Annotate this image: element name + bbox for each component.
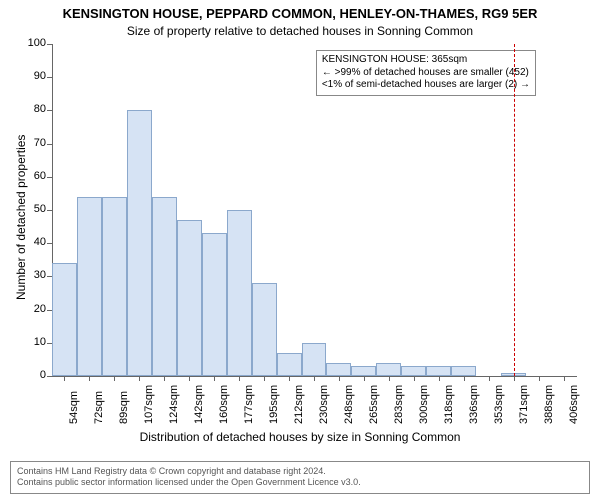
x-tick-label: 248sqm: [343, 385, 355, 424]
x-tick-label: 107sqm: [143, 385, 155, 424]
y-tick-label: 20: [16, 303, 46, 315]
x-tick-label: 230sqm: [318, 385, 330, 424]
histogram-bar: [77, 197, 102, 376]
histogram-bar: [326, 363, 351, 376]
y-tick-mark: [47, 110, 52, 111]
x-tick-mark: [189, 376, 190, 381]
y-tick-mark: [47, 210, 52, 211]
x-tick-mark: [239, 376, 240, 381]
x-tick-label: 318sqm: [443, 385, 455, 424]
annotation-line: <1% of semi-detached houses are larger (…: [322, 79, 530, 92]
x-tick-mark: [364, 376, 365, 381]
histogram-bar: [252, 283, 277, 376]
y-tick-label: 30: [16, 269, 46, 281]
histogram-bar: [127, 110, 152, 376]
x-tick-label: 283sqm: [393, 385, 405, 424]
x-tick-mark: [564, 376, 565, 381]
x-tick-label: 336sqm: [468, 385, 480, 424]
y-tick-label: 0: [16, 369, 46, 381]
x-tick-label: 177sqm: [243, 385, 255, 424]
y-tick-label: 90: [16, 70, 46, 82]
histogram-bar: [426, 366, 451, 376]
x-tick-label: 388sqm: [543, 385, 555, 424]
histogram-bar: [177, 220, 202, 376]
x-tick-label: 54sqm: [68, 391, 80, 424]
x-tick-mark: [164, 376, 165, 381]
histogram-bar: [302, 343, 327, 376]
y-tick-label: 100: [16, 37, 46, 49]
y-tick-mark: [47, 77, 52, 78]
y-tick-mark: [47, 144, 52, 145]
y-tick-label: 70: [16, 137, 46, 149]
x-tick-mark: [289, 376, 290, 381]
histogram-bar: [351, 366, 376, 376]
x-tick-mark: [264, 376, 265, 381]
histogram-bar: [376, 363, 401, 376]
x-axis-label: Distribution of detached houses by size …: [0, 430, 600, 444]
histogram-bar: [52, 263, 77, 376]
x-tick-mark: [214, 376, 215, 381]
x-tick-mark: [414, 376, 415, 381]
y-tick-mark: [47, 177, 52, 178]
x-tick-mark: [514, 376, 515, 381]
x-tick-label: 89sqm: [118, 391, 130, 424]
histogram-bar: [227, 210, 252, 376]
x-tick-mark: [139, 376, 140, 381]
x-tick-mark: [389, 376, 390, 381]
x-tick-mark: [439, 376, 440, 381]
x-tick-mark: [339, 376, 340, 381]
x-tick-label: 371sqm: [518, 385, 530, 424]
y-tick-label: 40: [16, 236, 46, 248]
x-tick-label: 300sqm: [418, 385, 430, 424]
histogram-bar: [102, 197, 127, 376]
x-tick-mark: [314, 376, 315, 381]
histogram-bar: [202, 233, 227, 376]
x-tick-mark: [64, 376, 65, 381]
y-tick-mark: [47, 243, 52, 244]
annotation-box: KENSINGTON HOUSE: 365sqm ← >99% of detac…: [316, 50, 536, 96]
x-tick-mark: [489, 376, 490, 381]
y-tick-label: 50: [16, 203, 46, 215]
x-tick-mark: [539, 376, 540, 381]
y-tick-mark: [47, 376, 52, 377]
reference-line: [514, 44, 515, 376]
chart-subtitle: Size of property relative to detached ho…: [0, 24, 600, 38]
y-tick-mark: [47, 44, 52, 45]
x-tick-mark: [89, 376, 90, 381]
histogram-bar: [401, 366, 426, 376]
x-tick-label: 212sqm: [293, 385, 305, 424]
histogram-bar: [451, 366, 476, 376]
x-tick-label: 142sqm: [193, 385, 205, 424]
histogram-bar: [152, 197, 177, 376]
footer-line: Contains public sector information licen…: [17, 477, 583, 489]
x-tick-label: 160sqm: [218, 385, 230, 424]
x-tick-mark: [114, 376, 115, 381]
histogram-bar: [277, 353, 302, 376]
annotation-line: KENSINGTON HOUSE: 365sqm: [322, 54, 530, 67]
x-tick-mark: [464, 376, 465, 381]
chart-container: KENSINGTON HOUSE, PEPPARD COMMON, HENLEY…: [0, 0, 600, 500]
annotation-line: ← >99% of detached houses are smaller (4…: [322, 67, 530, 80]
footer-attribution: Contains HM Land Registry data © Crown c…: [10, 461, 590, 494]
x-tick-label: 195sqm: [268, 385, 280, 424]
x-tick-label: 124sqm: [168, 385, 180, 424]
y-tick-label: 10: [16, 336, 46, 348]
y-tick-label: 80: [16, 103, 46, 115]
footer-line: Contains HM Land Registry data © Crown c…: [17, 466, 583, 478]
x-tick-label: 72sqm: [93, 391, 105, 424]
chart-title-main: KENSINGTON HOUSE, PEPPARD COMMON, HENLEY…: [0, 6, 600, 21]
x-tick-label: 265sqm: [368, 385, 380, 424]
x-tick-label: 353sqm: [493, 385, 505, 424]
y-tick-label: 60: [16, 170, 46, 182]
x-tick-label: 406sqm: [568, 385, 580, 424]
